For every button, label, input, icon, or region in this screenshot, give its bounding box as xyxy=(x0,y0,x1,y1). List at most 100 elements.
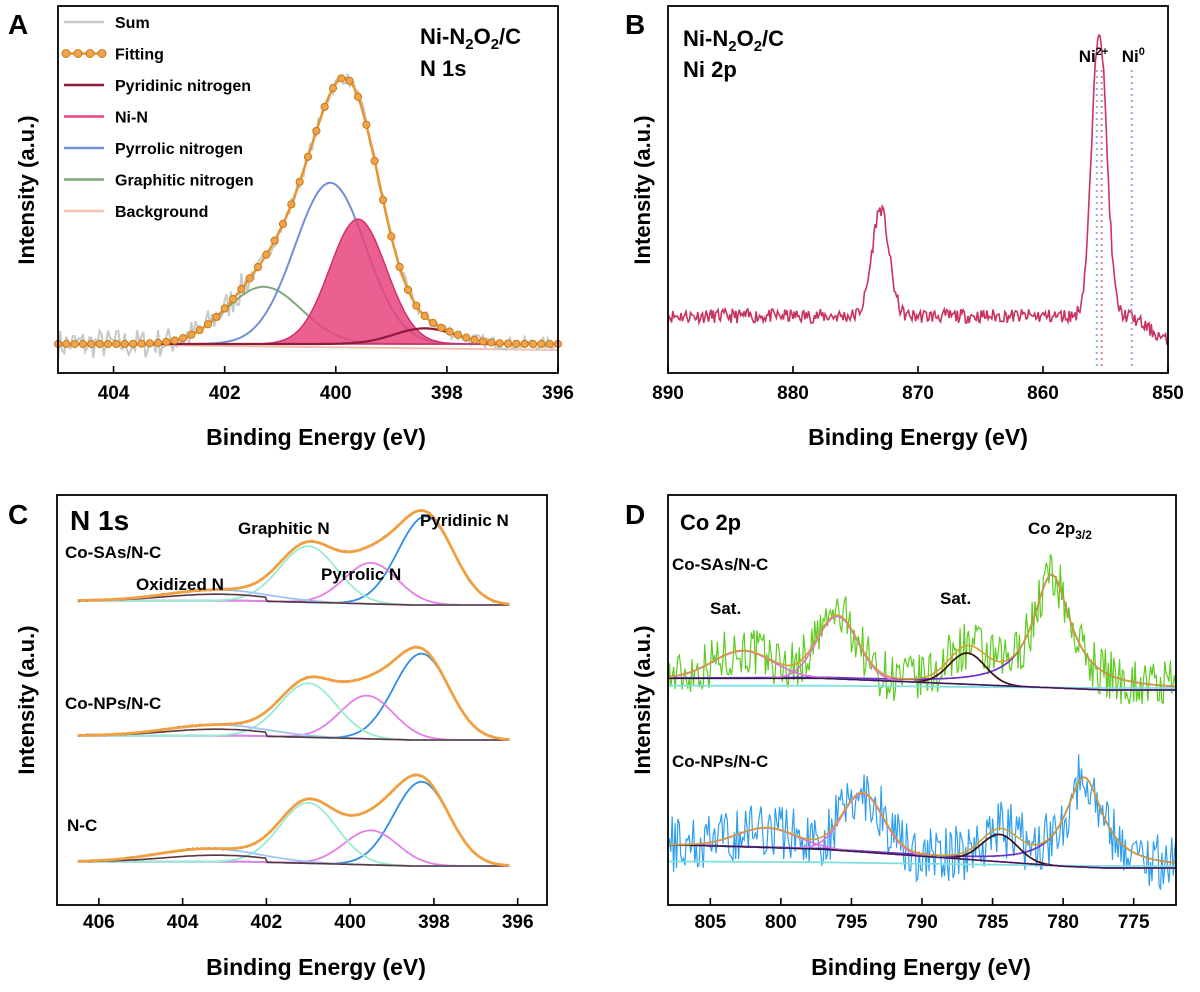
fitting-marker xyxy=(120,339,129,349)
raw-data-line xyxy=(667,754,1177,890)
legend-marker xyxy=(97,49,107,58)
panel-d: 805 800 795 790 785 780 775 Binding Energy (eV… xyxy=(630,494,1177,980)
fitting-marker xyxy=(62,339,71,349)
panel-c-y-label: Intensity (a.u.) xyxy=(14,625,39,774)
panel-b-tick-label: 860 xyxy=(1027,383,1059,404)
fitting-marker xyxy=(520,339,529,349)
fitting-marker xyxy=(345,76,354,85)
panel-c-tick-label: 396 xyxy=(502,912,534,933)
fitting-marker xyxy=(462,333,471,342)
fitting-marker xyxy=(328,83,338,93)
fitting-marker xyxy=(487,338,496,347)
fitting-marker xyxy=(112,339,121,349)
fitting-line xyxy=(668,776,1177,864)
panel-d-plot-area xyxy=(667,554,1177,890)
panel-a-tick-label: 400 xyxy=(320,383,352,404)
panel-b: 890 880 870 860 850 Binding Energy (eV) Inte… xyxy=(630,5,1184,450)
panel-c-tick-label: 406 xyxy=(83,912,115,933)
legend-label: Pyridinic nitrogen xyxy=(115,78,251,95)
fitting-marker xyxy=(453,330,463,339)
series-label: N-C xyxy=(67,816,97,835)
ni-n-peak-fill xyxy=(58,218,558,345)
fitting-marker xyxy=(278,219,288,229)
panel-d-tick-label: 775 xyxy=(1118,912,1150,933)
component-line xyxy=(667,776,1177,864)
panel-c-tick-label: 404 xyxy=(167,912,199,933)
fitting-marker xyxy=(412,301,421,310)
fitting-line xyxy=(667,573,1177,688)
panel-d-tick-label: 780 xyxy=(1047,912,1079,933)
peak-label: Sat. xyxy=(710,599,741,618)
fitting-marker xyxy=(537,339,546,349)
fitting-marker xyxy=(528,339,538,349)
panel-d-annotations: Co-SAs/N-C Co-NPs/N-C Co 2p3/2 Sat. Sat. xyxy=(672,519,1092,771)
fitting-marker xyxy=(437,323,446,332)
raw-data-line xyxy=(667,554,1177,705)
baseline-line xyxy=(77,854,510,867)
cyan-component-line xyxy=(668,684,1176,689)
fitting-marker xyxy=(387,232,396,241)
panel-d-x-label: Binding Energy (eV) xyxy=(811,954,1031,980)
fitting-marker xyxy=(103,339,113,349)
panel-c-annotations: Co-SAs/N-C Co-NPs/N-C N-C Graphitic N Pyridi… xyxy=(65,511,509,835)
series-label: Co-NPs/N-C xyxy=(672,752,768,771)
peak-label: Graphitic N xyxy=(238,519,330,538)
fitting-marker xyxy=(153,338,163,347)
panel-a-tick-label: 402 xyxy=(209,383,241,404)
series-label: Co-NPs/N-C xyxy=(65,694,161,713)
fitting-marker xyxy=(420,311,429,321)
fitting-marker xyxy=(70,339,79,349)
panel-c-x-ticks: 406 404 402 400 398 396 xyxy=(83,898,534,933)
fitting-marker xyxy=(162,337,171,347)
panel-a-frame xyxy=(57,5,559,374)
fitting-marker xyxy=(503,339,513,348)
panel-a-x-label: Binding Energy (eV) xyxy=(206,424,426,450)
fitting-marker xyxy=(478,337,488,346)
fitting-marker xyxy=(78,339,88,349)
series-label: Co-SAs/N-C xyxy=(65,543,161,562)
raw-data-line xyxy=(77,773,510,867)
panel-d-tick-label: 805 xyxy=(694,912,726,933)
fitting-marker xyxy=(378,195,388,205)
panel-c-x-label: Binding Energy (eV) xyxy=(206,954,426,980)
baseline-line xyxy=(77,593,510,606)
fitting-line xyxy=(77,773,510,867)
panel-a-plot-area xyxy=(53,73,563,360)
panel-c-tick-label: 398 xyxy=(418,912,450,933)
panel-c-tick-label: 402 xyxy=(251,912,283,933)
fitting-marker xyxy=(428,318,438,327)
fitting-marker xyxy=(137,339,146,348)
panel-a-title-line1: Ni-N2O2/C xyxy=(420,24,521,53)
peak-label: Oxidized N xyxy=(136,575,224,594)
panel-d-x-ticks: 805 800 795 790 785 780 775 xyxy=(694,898,1150,933)
ni-2p-spectrum-line xyxy=(667,33,1169,345)
fitting-line xyxy=(77,645,510,741)
panel-a-tick-label: 396 xyxy=(542,383,574,404)
legend-marker xyxy=(85,49,95,58)
series-label: Co-SAs/N-C xyxy=(672,555,768,574)
fitting-marker xyxy=(470,335,479,344)
baseline-line xyxy=(668,843,1176,869)
panel-c-frame xyxy=(56,494,548,906)
fitting-marker xyxy=(220,304,229,313)
fitting-marker xyxy=(362,120,371,129)
peak-label: Co 2p3/2 xyxy=(1028,519,1092,542)
panel-d-tick-label: 790 xyxy=(906,912,938,933)
panel-a-tick-label: 404 xyxy=(98,383,130,404)
panel-b-reference-lines: Ni2+ Ni0 xyxy=(1079,46,1145,368)
panel-label-d: D xyxy=(625,499,645,530)
fitting-marker xyxy=(287,200,296,209)
fitting-marker xyxy=(128,339,138,348)
reference-label: Ni2+ xyxy=(1079,46,1109,66)
legend-marker xyxy=(73,49,83,58)
fitting-marker xyxy=(237,284,246,294)
panel-b-plot-area xyxy=(667,33,1169,345)
legend-label: Sum xyxy=(115,15,150,32)
panel-b-title-line1: Ni-N2O2/C xyxy=(683,26,784,55)
fitting-marker xyxy=(353,92,363,101)
panel-c-plot-area xyxy=(77,509,510,867)
legend-label: Fitting xyxy=(115,47,164,64)
fitting-marker xyxy=(253,262,263,272)
panel-c-tick-label: 400 xyxy=(334,912,366,933)
panel-a: 404 402 400 398 396 Binding Energy (eV) Inte… xyxy=(14,5,574,450)
